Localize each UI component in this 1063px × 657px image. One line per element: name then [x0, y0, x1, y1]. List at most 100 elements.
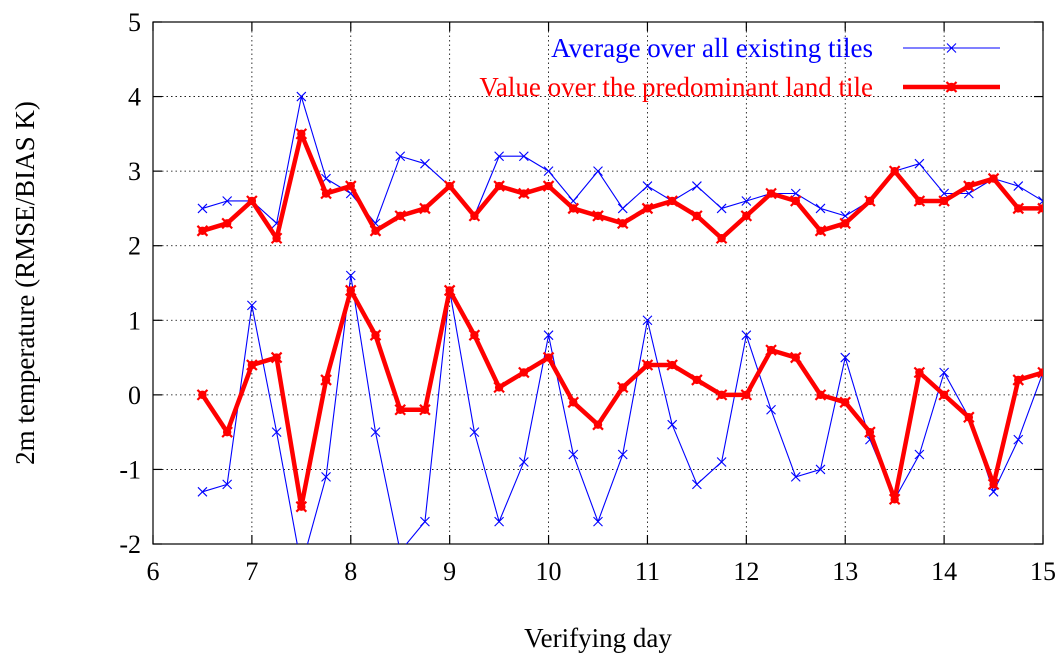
data-point	[814, 389, 827, 401]
data-point	[246, 195, 258, 207]
data-point	[369, 329, 382, 341]
data-point	[716, 203, 727, 214]
data-point	[197, 203, 208, 214]
data-point	[987, 172, 1000, 185]
data-point	[913, 366, 926, 379]
data-point	[221, 217, 233, 230]
data-point	[914, 158, 925, 169]
data-point	[222, 196, 233, 206]
data-point	[395, 151, 406, 162]
y-tick-label: -2	[119, 530, 141, 559]
data-point	[344, 284, 357, 297]
data-point	[938, 195, 950, 207]
data-point	[765, 344, 777, 356]
data-point	[394, 210, 407, 222]
data-point	[1037, 366, 1043, 379]
data-point	[691, 374, 703, 386]
data-point	[469, 427, 480, 438]
data-point	[740, 389, 753, 401]
x-tick-label: 11	[635, 557, 660, 586]
data-point	[246, 359, 258, 371]
data-point	[1012, 202, 1025, 215]
plot-frame	[152, 21, 1044, 545]
data-point	[518, 151, 529, 162]
y-tick-label: 2	[128, 232, 141, 261]
y-axis-label: 2m temperature (RMSE/BIAS K)	[10, 101, 40, 465]
series-average-all-tiles	[197, 91, 1043, 571]
data-point	[715, 232, 728, 245]
data-point	[197, 486, 208, 497]
data-point	[196, 225, 209, 237]
data-point	[815, 464, 826, 475]
data-point	[815, 203, 826, 214]
x-tick-label: 7	[245, 557, 258, 586]
data-point	[642, 315, 653, 326]
data-point	[592, 210, 604, 222]
average-bias-line	[202, 274, 1043, 544]
data-point	[692, 479, 702, 490]
data-point	[518, 187, 530, 200]
data-point	[270, 232, 283, 245]
data-point	[617, 203, 628, 214]
data-point	[888, 493, 901, 506]
data-point	[345, 270, 356, 281]
data-point	[270, 351, 283, 364]
data-point	[642, 181, 653, 191]
data-point	[222, 479, 233, 490]
y-tick-label: 4	[128, 83, 141, 112]
data-point	[617, 449, 628, 460]
data-point	[271, 427, 282, 438]
data-point	[320, 187, 332, 200]
x-tick-label: 13	[832, 557, 858, 586]
data-point	[939, 367, 949, 378]
data-point	[543, 166, 554, 177]
data-point	[592, 418, 604, 431]
y-tick-label: 0	[128, 381, 141, 410]
x-tick-label: 8	[344, 557, 357, 586]
data-point	[567, 202, 580, 215]
data-point	[493, 381, 505, 394]
data-series	[196, 91, 1043, 571]
data-point	[1013, 181, 1024, 191]
data-point	[297, 562, 306, 571]
data-point	[888, 165, 901, 177]
data-point	[494, 516, 505, 527]
data-point	[394, 403, 407, 416]
data-point	[420, 158, 430, 169]
data-point	[913, 195, 926, 207]
data-point	[790, 471, 801, 482]
data-point	[963, 411, 975, 424]
data-point	[196, 389, 209, 401]
data-point	[641, 359, 654, 371]
x-tick-label: 10	[536, 557, 562, 586]
grid-lines	[153, 22, 1043, 544]
data-point	[1037, 202, 1043, 215]
data-point	[543, 330, 554, 341]
data-point	[568, 449, 579, 460]
data-point	[295, 128, 308, 140]
legend-marker	[945, 81, 958, 93]
legend-marker	[946, 43, 957, 53]
data-point	[246, 300, 257, 311]
data-point	[396, 547, 405, 556]
data-point	[419, 403, 431, 416]
x-tick-label: 6	[147, 557, 160, 586]
data-point	[542, 351, 555, 364]
legend-item: Value over the predominant land tile	[479, 72, 1000, 102]
data-point	[1012, 374, 1025, 386]
data-point	[419, 202, 431, 215]
x-tick-label: 14	[931, 557, 957, 586]
x-axis-label: Verifying day	[524, 623, 672, 653]
y-tick-label: 5	[128, 8, 141, 37]
data-point	[567, 396, 580, 409]
legend-label: Value over the predominant land tile	[479, 72, 873, 102]
data-point	[987, 478, 1000, 491]
data-point	[864, 195, 876, 207]
data-point	[839, 217, 852, 230]
data-point	[692, 181, 702, 191]
legend-item: Average over all existing tiles	[551, 33, 1000, 63]
data-point	[641, 202, 654, 215]
data-point	[914, 449, 925, 460]
data-point	[666, 359, 678, 371]
